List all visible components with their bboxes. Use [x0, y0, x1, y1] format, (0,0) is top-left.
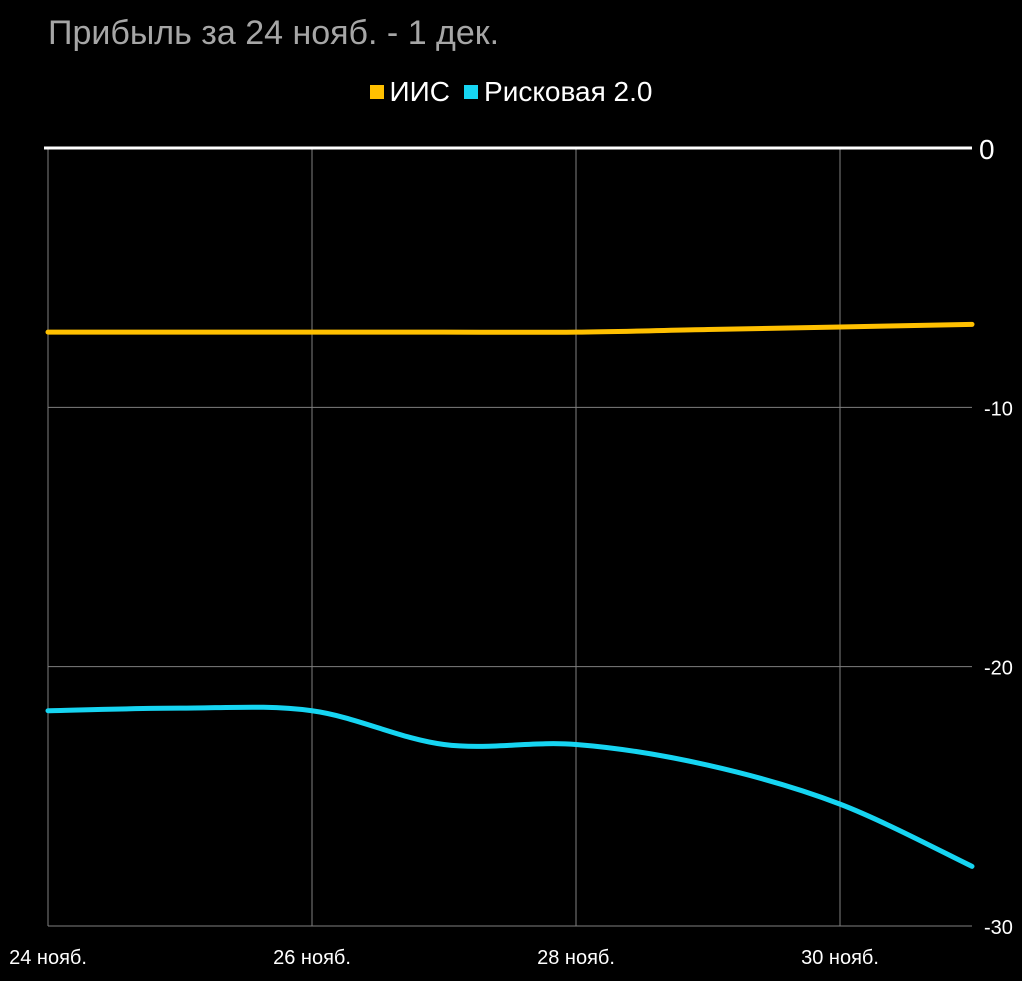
series-line-iis [45, 321, 975, 335]
legend-label-iis: ИИС [389, 76, 451, 107]
legend-item-risk: Рисковая 2.0 [464, 76, 652, 108]
chart-title: Прибыль за 24 нояб. - 1 дек. [48, 14, 500, 52]
legend: ИИС Рисковая 2.0 [0, 76, 1022, 108]
x-tick-label: 28 нояб. [537, 947, 615, 969]
x-tick-label: 30 нояб. [801, 947, 879, 969]
legend-swatch-risk [464, 85, 479, 99]
y-tick-label: -30 [984, 917, 1013, 939]
y-tick-label: 0 [979, 134, 995, 165]
x-tick-label: 26 нояб. [273, 947, 351, 969]
legend-swatch-iis [369, 85, 384, 99]
y-tick-label: -10 [984, 398, 1013, 420]
legend-item-iis: ИИС [369, 76, 451, 108]
series-line-riskovaya [45, 704, 975, 869]
legend-label-risk: Рисковая 2.0 [484, 76, 653, 107]
y-tick-label: -20 [984, 658, 1013, 680]
x-tick-label: 24 нояб. [9, 947, 87, 969]
